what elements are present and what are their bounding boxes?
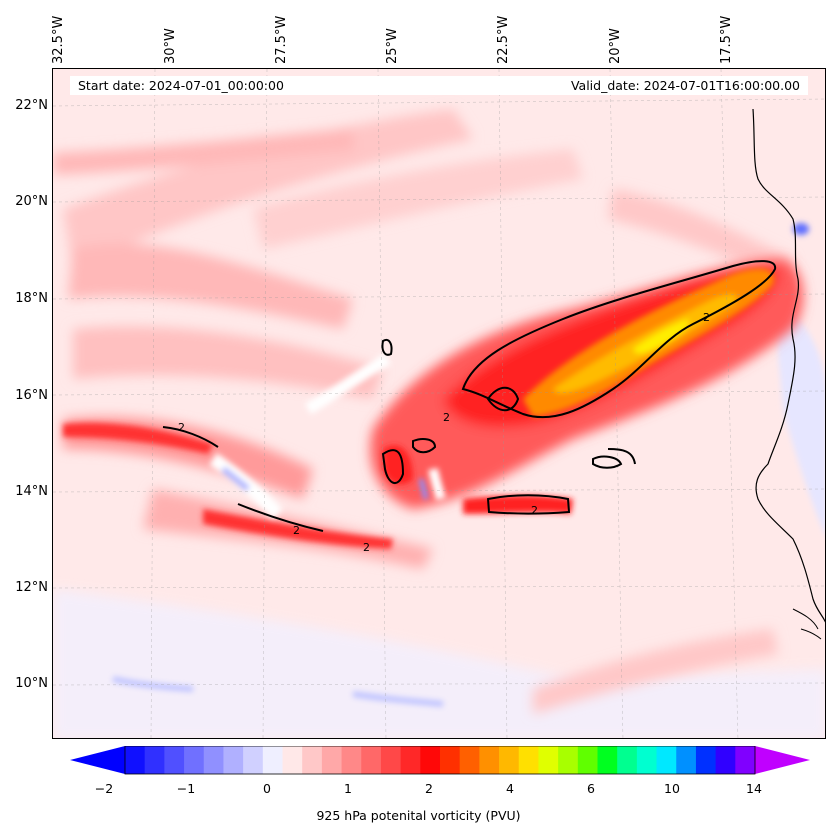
contour-label: 2 (293, 524, 300, 537)
colorbar-tick: 1 (344, 781, 352, 796)
colorbar-cell (341, 746, 362, 774)
gridlines (53, 69, 825, 738)
lat-label: 16°N (15, 388, 48, 403)
pv-field: 2 2 2 2 2 2 (53, 69, 825, 738)
colorbar-tick: 10 (664, 781, 680, 796)
start-date: Start date: 2024-07-01_00:00:00 (78, 78, 284, 93)
colorbar-cell (243, 746, 264, 774)
pv-map: 2 2 2 2 2 2 Start date: 2024-07-01_00:00… (52, 68, 826, 739)
colorbar (70, 746, 810, 775)
colorbar-cell (597, 746, 618, 774)
colorbar-cell (656, 746, 677, 774)
contour-label: 2 (531, 504, 538, 517)
coastline-islands (792, 608, 822, 640)
colorbar-cell (282, 746, 303, 774)
colorbar-cell (262, 746, 283, 774)
colorbar-tick: 4 (506, 781, 514, 796)
colorbar-cell (361, 746, 382, 774)
lat-label: 22°N (15, 98, 48, 113)
colorbar-tick: −2 (94, 781, 114, 796)
lat-label: 10°N (15, 676, 48, 691)
lat-label: 20°N (15, 194, 48, 209)
pv-low-region (773, 299, 825, 535)
colorbar-cell (538, 746, 559, 774)
pv-streaks (53, 109, 793, 714)
colorbar-cell (125, 746, 146, 774)
colorbar-under-arrow (70, 746, 125, 774)
colorbar-cell (735, 746, 756, 774)
lon-label: 32.5°W (51, 15, 66, 64)
colorbar-frame (124, 746, 756, 775)
colorbar-tick: 0 (263, 781, 271, 796)
colorbar-cell (440, 746, 461, 774)
contour-label: 2 (703, 311, 710, 324)
lon-label: 27.5°W (274, 15, 289, 64)
colorbar-tick: 2 (425, 781, 433, 796)
lon-label: 25°W (385, 28, 400, 64)
lon-label: 20°W (608, 28, 623, 64)
colorbar-cell (499, 746, 520, 774)
colorbar-tick: 6 (587, 781, 595, 796)
pv-contour-2 (162, 260, 777, 532)
lat-label: 18°N (15, 291, 48, 306)
contour-label: 2 (363, 541, 370, 554)
coastline (752, 108, 825, 623)
colorbar-cell (518, 746, 539, 774)
colorbar-cell (400, 746, 421, 774)
lon-label: 17.5°W (719, 15, 734, 64)
lon-label: 30°W (163, 28, 178, 64)
colorbar-cell (676, 746, 697, 774)
colorbar-cell (144, 746, 165, 774)
colorbar-cell (479, 746, 500, 774)
pv-bands (63, 422, 573, 549)
pv-low-region (53, 589, 825, 738)
pv-max-core (523, 268, 774, 417)
colorbar-cell (617, 746, 638, 774)
colorbar-cell (184, 746, 205, 774)
colorbar-over-arrow (755, 746, 810, 774)
colorbar-cell (558, 746, 579, 774)
lon-label: 22.5°W (496, 15, 511, 64)
colorbar-label: 925 hPa potenital vorticity (PVU) (316, 808, 521, 823)
pv-min-streaks (112, 223, 809, 707)
lat-label: 12°N (15, 580, 48, 595)
colorbar-cell (420, 746, 441, 774)
colorbar-cell (636, 746, 658, 774)
colorbar-cell (577, 746, 598, 774)
contour-label: 2 (178, 421, 185, 434)
colorbar-tick: −1 (176, 781, 196, 796)
info-box: Start date: 2024-07-01_00:00:00 Valid_da… (70, 76, 808, 95)
colorbar-cell (302, 746, 323, 774)
colorbar-cell (321, 746, 343, 774)
colorbar-tick: 14 (746, 781, 762, 796)
colorbar-cell (203, 746, 224, 774)
valid-date: Valid_date: 2024-07-01T16:00:00.00 (570, 78, 800, 93)
colorbar-cell (459, 746, 480, 774)
colorbar-cell (715, 746, 736, 774)
lat-label: 14°N (15, 484, 48, 499)
colorbar-cell (695, 746, 717, 774)
colorbar-cell (164, 746, 185, 774)
contour-label: 2 (443, 411, 450, 424)
colorbar-cell (380, 746, 402, 774)
colorbar-cell (223, 746, 244, 774)
